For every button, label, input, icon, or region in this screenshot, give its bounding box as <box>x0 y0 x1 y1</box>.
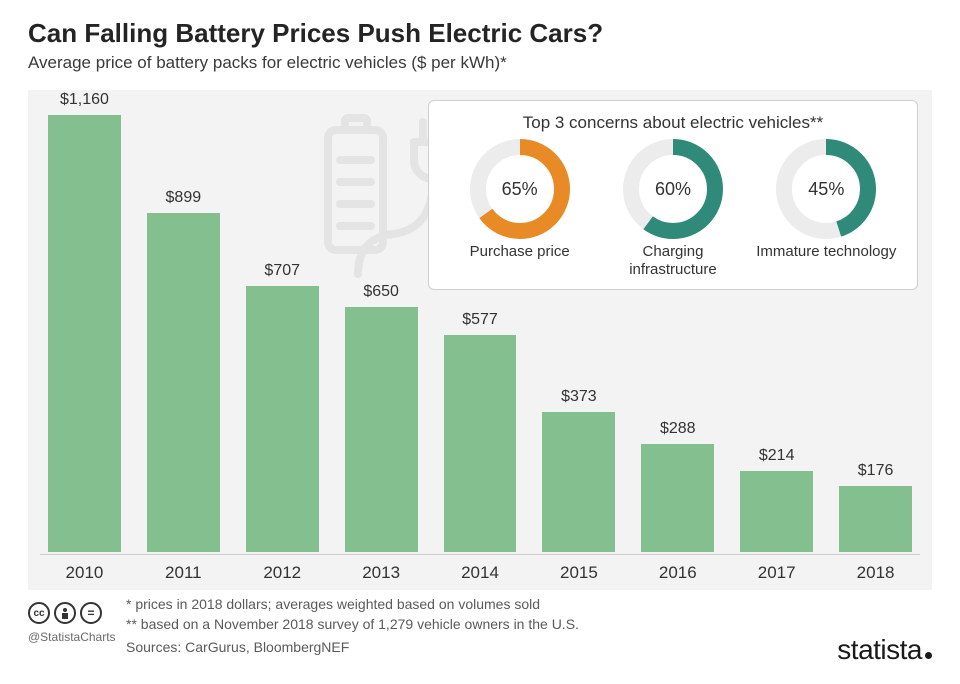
bar-value-label: $176 <box>858 462 894 480</box>
x-tick: 2010 <box>40 555 129 590</box>
bar-2015: $373 <box>534 388 623 552</box>
footnote-2: ** based on a November 2018 survey of 1,… <box>126 614 932 634</box>
bar-2010: $1,160 <box>40 91 129 552</box>
footnote-1: * prices in 2018 dollars; averages weigh… <box>126 594 932 614</box>
chart-area: $1,160 $899 $707 $650 $577 $373 $288 $214 $176 2… <box>28 90 932 590</box>
donut-label: Purchase price <box>445 243 595 261</box>
concern-item: 65% Purchase price <box>445 139 595 279</box>
bar-2017: $214 <box>732 447 821 552</box>
concerns-rings: 65% Purchase price 60% Charging infrastruct… <box>443 139 903 279</box>
bar-2016: $288 <box>633 420 722 552</box>
concerns-panel: Top 3 concerns about electric vehicles**… <box>428 100 918 290</box>
donut-ring: 65% <box>470 139 570 239</box>
bar-value-label: $650 <box>363 283 399 301</box>
concern-item: 45% Immature technology <box>751 139 901 279</box>
bar-2011: $899 <box>139 189 228 552</box>
chart-title: Can Falling Battery Prices Push Electric… <box>28 18 932 49</box>
donut-label: Immature technology <box>751 243 901 261</box>
sources: Sources: CarGurus, BloombergNEF <box>126 639 932 655</box>
donut-ring: 60% <box>623 139 723 239</box>
x-tick: 2013 <box>337 555 426 590</box>
x-tick: 2011 <box>139 555 228 590</box>
bar-value-label: $373 <box>561 388 597 406</box>
bar-value-label: $899 <box>166 189 202 207</box>
bar-2014: $577 <box>436 311 525 552</box>
donut-pct: 60% <box>623 139 723 239</box>
infographic-root: Can Falling Battery Prices Push Electric… <box>0 0 960 684</box>
by-icon <box>54 602 76 624</box>
donut-ring: 45% <box>776 139 876 239</box>
bar-rect <box>48 115 121 552</box>
bar-rect <box>444 335 517 552</box>
bar-2012: $707 <box>238 262 327 552</box>
bar-rect <box>246 286 319 552</box>
x-tick: 2015 <box>534 555 623 590</box>
donut-pct: 65% <box>470 139 570 239</box>
bar-rect <box>839 486 912 552</box>
footnotes: * prices in 2018 dollars; averages weigh… <box>126 594 932 635</box>
x-axis: 2010 2011 2012 2013 2014 2015 2016 2017 2018 <box>40 554 920 590</box>
x-tick: 2014 <box>436 555 525 590</box>
statista-logo: statista <box>837 634 932 666</box>
bar-rect <box>542 412 615 552</box>
chart-subtitle: Average price of battery packs for elect… <box>28 53 932 73</box>
bar-value-label: $288 <box>660 420 696 438</box>
donut-label: Charging infrastructure <box>598 243 748 279</box>
bar-2018: $176 <box>831 462 920 552</box>
footer: cc = @StatistaCharts * prices in 2018 do… <box>28 594 932 674</box>
x-tick: 2016 <box>633 555 722 590</box>
bar-value-label: $214 <box>759 447 795 465</box>
nd-icon: = <box>80 602 102 624</box>
bar-value-label: $577 <box>462 311 498 329</box>
cc-icon: cc <box>28 602 50 624</box>
twitter-handle: @StatistaCharts <box>28 630 116 644</box>
bar-value-label: $1,160 <box>60 91 109 109</box>
bar-2013: $650 <box>337 283 426 552</box>
concerns-title: Top 3 concerns about electric vehicles** <box>443 113 903 133</box>
donut-pct: 45% <box>776 139 876 239</box>
x-tick: 2018 <box>831 555 920 590</box>
bar-rect <box>641 444 714 552</box>
bar-value-label: $707 <box>264 262 300 280</box>
cc-license-icons: cc = <box>28 602 102 624</box>
bar-rect <box>345 307 418 552</box>
concern-item: 60% Charging infrastructure <box>598 139 748 279</box>
bar-rect <box>147 213 220 552</box>
x-tick: 2017 <box>732 555 821 590</box>
bar-rect <box>740 471 813 552</box>
x-tick: 2012 <box>238 555 327 590</box>
header: Can Falling Battery Prices Push Electric… <box>0 0 960 83</box>
